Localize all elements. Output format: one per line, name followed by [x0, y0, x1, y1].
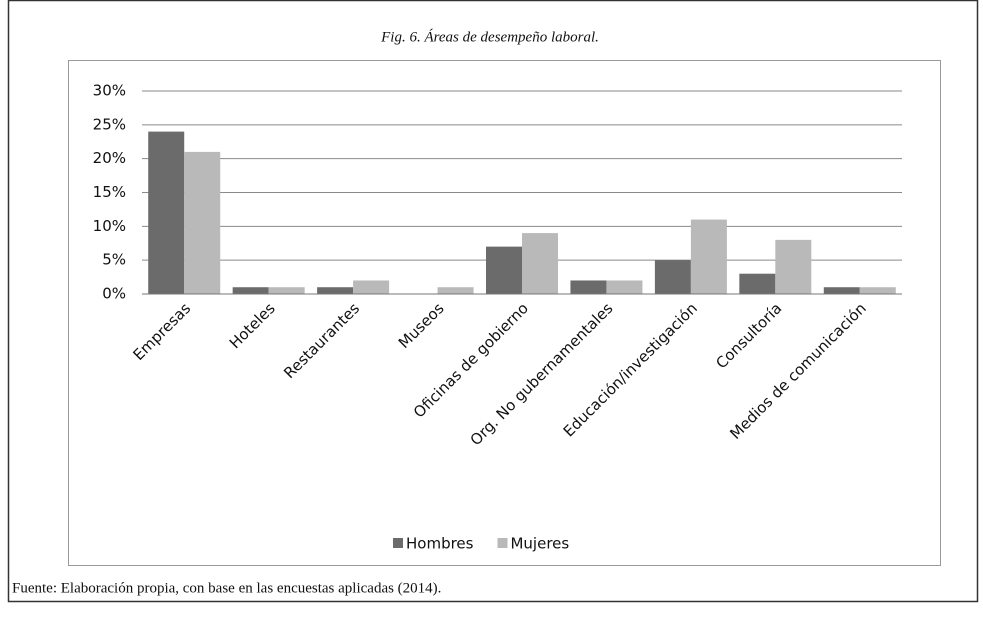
- x-tick-label: Restaurantes: [280, 299, 363, 382]
- bar: [232, 287, 269, 294]
- bar: [437, 287, 474, 294]
- bar: [823, 287, 860, 294]
- x-tick-label: Hoteles: [226, 299, 279, 352]
- bar: [353, 280, 390, 294]
- y-tick-label: 20%: [93, 149, 126, 167]
- x-tick-label: Org. No gubernamentales: [467, 299, 617, 449]
- bar: [268, 287, 305, 294]
- bar: [184, 151, 221, 294]
- legend-label: Mujeres: [510, 535, 569, 553]
- bar: [606, 280, 643, 294]
- bar: [739, 273, 776, 294]
- figure-frame: [7, 0, 979, 603]
- x-tick-label: Museos: [395, 299, 448, 352]
- legend-swatch: [393, 538, 403, 548]
- bar: [775, 239, 812, 294]
- bar: [522, 233, 558, 294]
- y-tick-label: 10%: [93, 217, 126, 235]
- y-tick-label: 25%: [93, 115, 126, 133]
- y-tick-label: 15%: [93, 183, 126, 201]
- bar: [148, 131, 185, 294]
- y-tick-label: 5%: [102, 251, 126, 269]
- x-tick-label: Medios de comunicación: [726, 299, 869, 442]
- y-tick-label: 0%: [102, 285, 126, 303]
- bar: [317, 287, 354, 294]
- bar: [654, 260, 691, 294]
- x-tick-label: Educación/investigación: [560, 299, 701, 440]
- source-note: Fuente: Elaboración propia, con base en …: [12, 580, 441, 596]
- legend-swatch: [497, 538, 508, 548]
- chart-title: Fig. 6. Áreas de desempeño laboral.: [380, 28, 599, 45]
- legend-label: Hombres: [406, 535, 474, 553]
- bar: [570, 280, 607, 294]
- bar: [859, 287, 896, 294]
- chart-frame: [68, 60, 941, 566]
- x-tick-label: Empresas: [130, 299, 195, 364]
- y-tick-label: 30%: [93, 82, 126, 100]
- bar: [486, 246, 522, 294]
- x-tick-label: Consultoría: [712, 299, 785, 372]
- bar: [690, 219, 727, 294]
